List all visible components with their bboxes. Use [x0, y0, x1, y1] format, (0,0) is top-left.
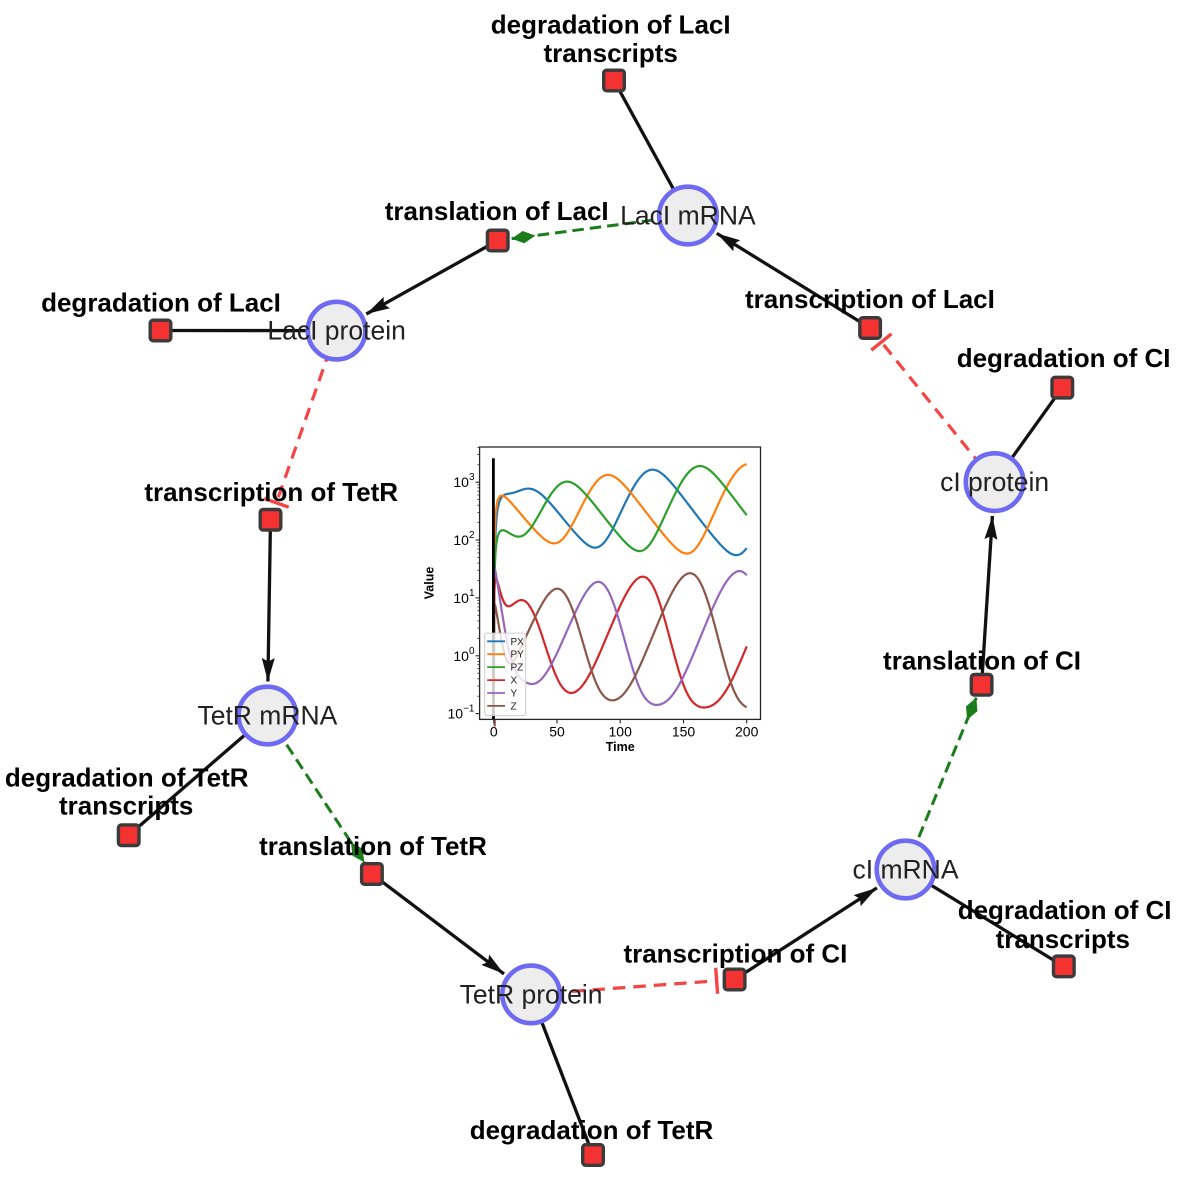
svg-text:100: 100	[609, 724, 633, 740]
svg-text:X: X	[511, 676, 518, 687]
svg-text:TetR mRNA: TetR mRNA	[197, 701, 337, 731]
svg-text:PY: PY	[511, 650, 525, 661]
svg-text:degradation of TetR: degradation of TetR	[5, 763, 249, 793]
svg-text:translation of CI: translation of CI	[883, 646, 1081, 676]
svg-text:cI mRNA: cI mRNA	[853, 855, 959, 885]
svg-text:LacI protein: LacI protein	[267, 316, 405, 346]
svg-text:translation of LacI: translation of LacI	[385, 196, 609, 226]
svg-text:Time: Time	[606, 740, 635, 754]
svg-text:Y: Y	[511, 689, 518, 700]
svg-text:degradation of LacI: degradation of LacI	[491, 10, 731, 40]
svg-text:LacI mRNA: LacI mRNA	[620, 201, 756, 231]
svg-text:cI protein: cI protein	[940, 467, 1049, 497]
svg-text:degradation of CI: degradation of CI	[957, 343, 1171, 373]
svg-text:PZ: PZ	[511, 663, 524, 674]
svg-text:50: 50	[549, 724, 565, 740]
svg-text:transcription of LacI: transcription of LacI	[745, 284, 995, 314]
svg-text:200: 200	[735, 724, 759, 740]
svg-text:transcription of TetR: transcription of TetR	[144, 477, 398, 507]
svg-text:Value: Value	[423, 567, 437, 600]
svg-text:Z: Z	[511, 701, 517, 712]
svg-text:0: 0	[490, 724, 498, 740]
svg-text:transcription of CI: transcription of CI	[623, 938, 847, 968]
svg-text:transcripts: transcripts	[996, 924, 1130, 954]
svg-text:degradation of LacI: degradation of LacI	[41, 287, 281, 317]
svg-text:PX: PX	[511, 637, 525, 648]
svg-text:degradation of CI: degradation of CI	[958, 895, 1172, 925]
svg-text:degradation of TetR: degradation of TetR	[470, 1115, 714, 1145]
svg-text:transcripts: transcripts	[544, 38, 678, 68]
svg-text:TetR protein: TetR protein	[460, 979, 603, 1009]
svg-text:transcripts: transcripts	[59, 791, 193, 821]
svg-text:translation of TetR: translation of TetR	[259, 831, 487, 861]
svg-text:150: 150	[672, 724, 696, 740]
